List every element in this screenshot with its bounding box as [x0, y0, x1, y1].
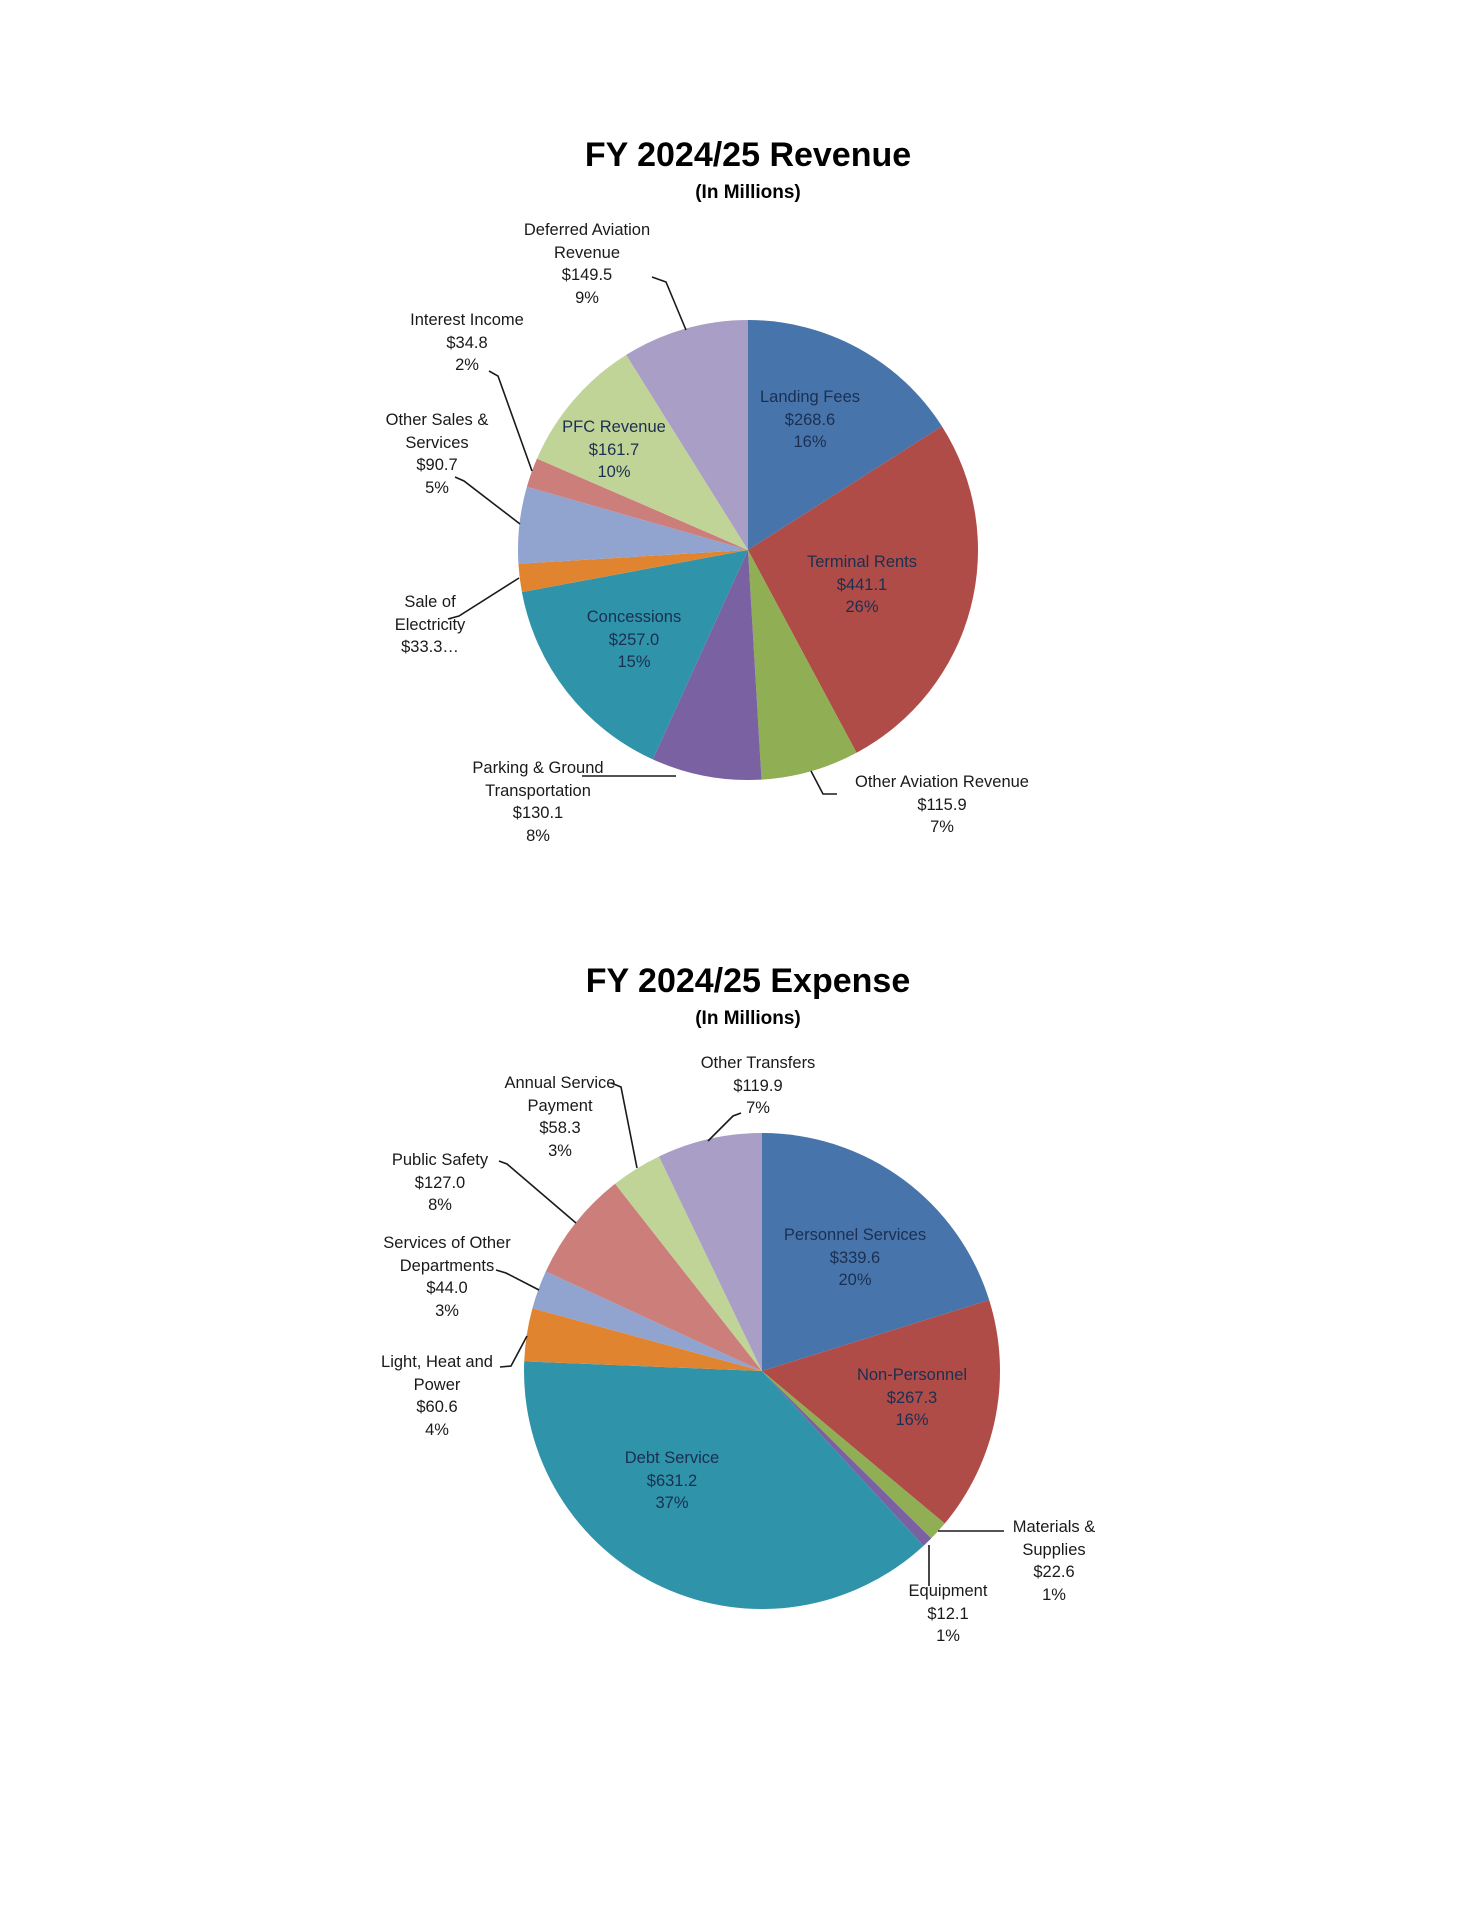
label-services-of-other-departments: Services of Other Departments $44.0 3%	[383, 1234, 511, 1320]
leader-light-heat-power	[499, 1335, 528, 1368]
expense-chart-title: FY 2024/25 Expense	[585, 962, 911, 1000]
pie-slice-other-transfers	[658, 1133, 762, 1371]
label-parking-ground-transportation: Parking & Ground Transportation $130.1 8…	[472, 759, 604, 845]
label-annual-service-payment: Annual Service Payment $58.3 3%	[504, 1074, 616, 1160]
leader-annual-service-payment	[610, 1082, 638, 1169]
label-debt-service: Debt Service $631.2 37%	[624, 1449, 720, 1512]
pie-slice-pfc-revenue	[536, 354, 748, 550]
pie-slice-public-safety	[545, 1183, 762, 1371]
leader-sale-of-electricity	[447, 577, 520, 620]
label-materials-supplies: Materials & Supplies $22.6 1%	[1012, 1518, 1096, 1604]
revenue-pie	[517, 320, 978, 780]
label-other-sales-services: Other Sales & Services $90.7 5%	[385, 411, 489, 497]
label-other-aviation-revenue: Other Aviation Revenue $115.9 7%	[855, 773, 1029, 836]
leader-other-aviation-revenue	[810, 770, 837, 795]
leader-services-other-departments	[495, 1269, 540, 1291]
leader-interest-income	[488, 370, 533, 472]
label-landing-fees: Landing Fees $268.6 16%	[760, 388, 860, 451]
pie-slice-equipment	[762, 1371, 932, 1546]
pie-slice-other-sales-services	[517, 486, 748, 564]
revenue-chart-title: FY 2024/25 Revenue	[584, 136, 912, 174]
label-personnel-services: Personnel Services $339.6 20%	[783, 1226, 927, 1289]
label-terminal-rents: Terminal Rents $441.1 26%	[806, 553, 918, 616]
pie-slice-sale-of-electricity	[518, 550, 748, 593]
leader-other-transfers	[707, 1112, 742, 1142]
expense-chart-subtitle: (In Millions)	[695, 1008, 801, 1029]
pie-slice-annual-service-payment	[615, 1156, 762, 1371]
pie-slice-landing-fees	[748, 320, 942, 550]
revenue-chart-subtitle: (In Millions)	[695, 182, 801, 203]
label-non-personnel: Non-Personnel $267.3 16%	[856, 1366, 968, 1429]
pie-slice-services-of-other-departments	[532, 1271, 762, 1371]
label-light-heat-and-power: Light, Heat and Power $60.6 4%	[381, 1353, 493, 1439]
pie-slice-interest-income	[526, 458, 748, 550]
pie-slice-light-heat-and-power	[524, 1308, 762, 1371]
pie-slice-parking-ground-transportation	[652, 550, 762, 780]
label-other-transfers: Other Transfers $119.9 7%	[700, 1054, 816, 1117]
leader-other-sales-services	[454, 476, 521, 525]
leader-deferred-aviation-revenue	[651, 276, 687, 331]
pie-slice-non-personnel	[762, 1300, 1000, 1524]
pie-slice-materials-supplies	[762, 1371, 945, 1539]
pie-slice-debt-service	[524, 1361, 924, 1609]
label-deferred-aviation-revenue: Deferred Aviation Revenue $149.5 9%	[523, 221, 651, 307]
pie-slice-concessions	[521, 550, 748, 760]
label-interest-income: Interest Income $34.8 2%	[410, 311, 524, 374]
label-sale-of-electricity: Sale of Electricity $33.3…	[394, 593, 466, 656]
label-equipment: Equipment $12.1 1%	[908, 1582, 988, 1645]
label-public-safety: Public Safety $127.0 8%	[391, 1151, 489, 1214]
pie-slice-other-aviation-revenue	[748, 550, 857, 780]
pie-slice-personnel-services	[762, 1133, 990, 1371]
label-concessions: Concessions $257.0 15%	[586, 608, 682, 671]
pie-slice-deferred-aviation-revenue	[626, 320, 748, 550]
label-pfc-revenue: PFC Revenue $161.7 10%	[562, 418, 666, 481]
leader-public-safety	[498, 1160, 577, 1224]
expense-pie	[524, 1133, 1000, 1609]
pie-slice-terminal-rents	[748, 426, 978, 753]
